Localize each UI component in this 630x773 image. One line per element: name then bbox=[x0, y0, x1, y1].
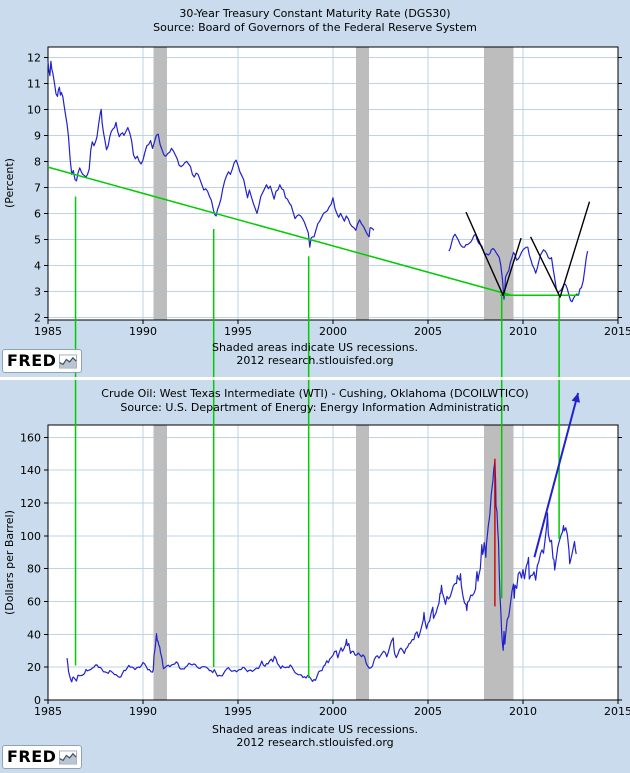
y-axis-label: (Percent) bbox=[3, 158, 16, 209]
svg-text:7: 7 bbox=[34, 181, 41, 194]
svg-text:80: 80 bbox=[27, 563, 41, 576]
svg-text:3: 3 bbox=[34, 285, 41, 298]
svg-text:20: 20 bbox=[27, 661, 41, 674]
svg-text:2005: 2005 bbox=[414, 325, 442, 338]
fred-logo-chart-icon bbox=[59, 750, 78, 764]
svg-text:8: 8 bbox=[34, 155, 41, 168]
svg-text:1995: 1995 bbox=[224, 325, 252, 338]
svg-text:1995: 1995 bbox=[224, 705, 252, 718]
svg-text:6: 6 bbox=[34, 207, 41, 220]
fred-logo-chart-icon bbox=[59, 354, 78, 368]
svg-text:12: 12 bbox=[27, 51, 41, 64]
fred-logo-text: FRED bbox=[7, 351, 57, 370]
y-axis-label: (Dollars per Barrel) bbox=[3, 510, 16, 615]
oil-chart-titles: Crude Oil: West Texas Intermediate (WTI)… bbox=[0, 380, 630, 415]
svg-text:2000: 2000 bbox=[319, 705, 347, 718]
treasury-chart: 1985 1990 1995 2000 2005 2010 2015 2 3 4 5 6 7 8 9 10 11… bbox=[27, 46, 630, 377]
fred-logo: FRED bbox=[2, 745, 83, 769]
chart-footnotes: Shaded areas indicate US recessions. 201… bbox=[0, 341, 630, 367]
oil-chart: 1985 1990 1995 2000 2005 2010 2015 0 20 40 60 80 100… bbox=[20, 380, 630, 718]
svg-text:2: 2 bbox=[34, 311, 41, 324]
svg-text:1990: 1990 bbox=[129, 325, 157, 338]
svg-text:40: 40 bbox=[27, 628, 41, 641]
svg-text:1985: 1985 bbox=[34, 705, 62, 718]
svg-text:1985: 1985 bbox=[34, 325, 62, 338]
chart-title: Crude Oil: West Texas Intermediate (WTI)… bbox=[101, 387, 529, 400]
recession-note: Shaded areas indicate US recessions. bbox=[212, 341, 418, 354]
chart-title: 30-Year Treasury Constant Maturity Rate … bbox=[179, 7, 451, 20]
svg-text:160: 160 bbox=[20, 431, 41, 444]
fred-logo-text: FRED bbox=[7, 747, 57, 766]
attribution-note: 2012 research.stlouisfed.org bbox=[236, 354, 394, 367]
treasury-chart-titles: 30-Year Treasury Constant Maturity Rate … bbox=[0, 0, 630, 35]
svg-text:5: 5 bbox=[34, 233, 41, 246]
svg-text:60: 60 bbox=[27, 595, 41, 608]
svg-text:4: 4 bbox=[34, 259, 41, 272]
fred-logo: FRED bbox=[2, 349, 83, 373]
oil-chart-panel: 1985 1990 1995 2000 2005 2010 2015 0 20 40 60 80 100… bbox=[0, 377, 630, 773]
svg-text:2005: 2005 bbox=[414, 705, 442, 718]
svg-text:11: 11 bbox=[27, 77, 41, 90]
svg-text:2015: 2015 bbox=[604, 705, 630, 718]
chart-source: Source: Board of Governors of the Federa… bbox=[153, 21, 477, 34]
chart-footnotes: Shaded areas indicate US recessions. 201… bbox=[0, 723, 630, 749]
svg-text:2000: 2000 bbox=[319, 325, 347, 338]
svg-text:1990: 1990 bbox=[129, 705, 157, 718]
recession-note: Shaded areas indicate US recessions. bbox=[212, 723, 418, 736]
attribution-note: 2012 research.stlouisfed.org bbox=[236, 736, 394, 749]
svg-text:120: 120 bbox=[20, 497, 41, 510]
treasury-chart-panel: 1985 1990 1995 2000 2005 2010 2015 2 3 4 5 6 7 8 9 10 11… bbox=[0, 0, 630, 377]
svg-text:9: 9 bbox=[34, 129, 41, 142]
chart-source: Source: U.S. Department of Energy: Energ… bbox=[120, 401, 510, 414]
svg-text:2010: 2010 bbox=[509, 325, 537, 338]
svg-text:100: 100 bbox=[20, 530, 41, 543]
svg-text:2010: 2010 bbox=[509, 705, 537, 718]
svg-text:140: 140 bbox=[20, 464, 41, 477]
svg-text:2015: 2015 bbox=[604, 325, 630, 338]
svg-text:10: 10 bbox=[27, 103, 41, 116]
svg-text:0: 0 bbox=[34, 694, 41, 707]
